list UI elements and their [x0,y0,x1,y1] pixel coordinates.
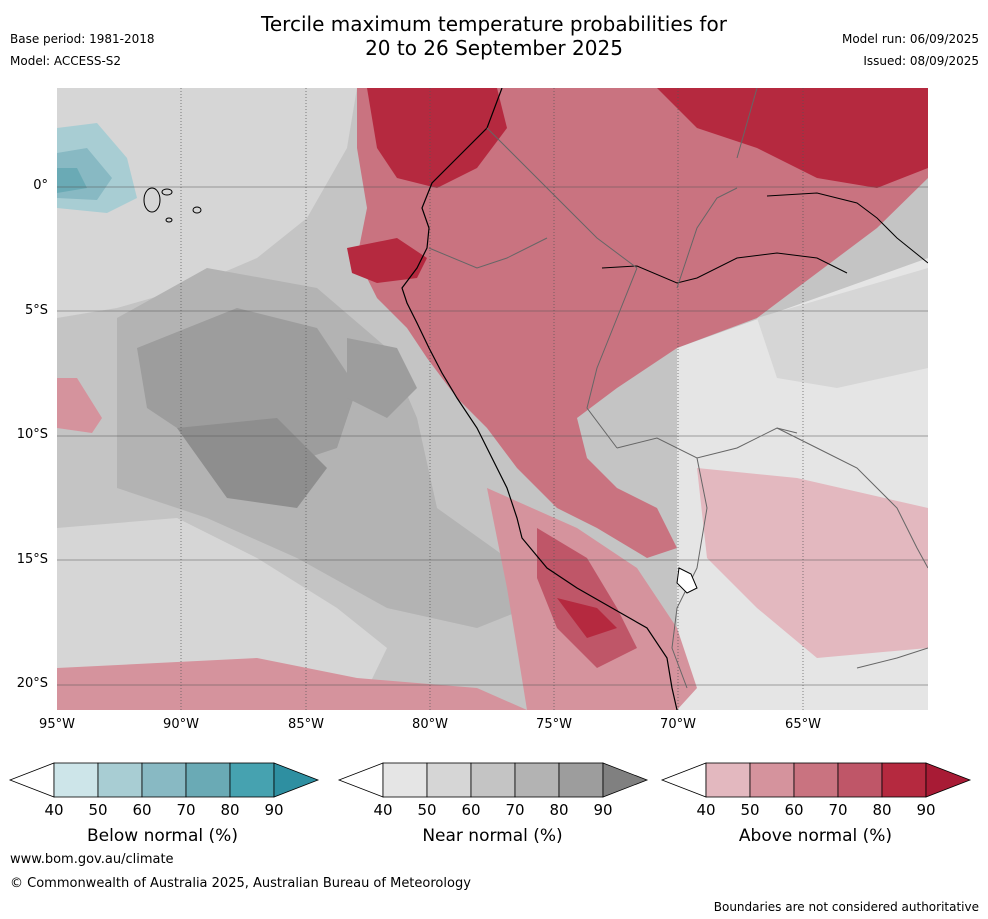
above-tick-70: 70 [828,801,848,819]
near-tick-80: 80 [549,801,569,819]
above-box-4 [881,762,927,798]
below-box-3 [185,762,231,798]
above-tick-40: 40 [696,801,716,819]
above-normal-west-patch [57,378,102,433]
title-line-1: Tercile maximum temperature probabilitie… [261,12,727,36]
near-normal-80-region-b [177,418,327,508]
meta-left: Base period: 1981-2018 Model: ACCESS-S2 [10,28,155,72]
meta-right: Model run: 06/09/2025 Issued: 08/09/2025 [842,28,979,72]
amazon-river [766,192,928,264]
lon-label-75w: 75°W [536,717,572,732]
above-normal-80-coast [557,598,617,638]
above-normal-80-north-coast [367,88,507,188]
footer-url[interactable]: www.bom.gov.au/climate [10,852,174,867]
map-title: Tercile maximum temperature probabilitie… [0,12,988,60]
above-tick-50: 50 [740,801,760,819]
above-tick-80: 80 [872,801,892,819]
lon-label-85w: 85°W [288,717,324,732]
model-name: Model: ACCESS-S2 [10,54,122,68]
title-line-2: 20 to 26 September 2025 [365,36,623,60]
above-box-1 [749,762,795,798]
near-tick-50: 50 [417,801,437,819]
above-normal-70-coast [537,528,637,668]
near-normal-50-region-north [57,88,357,318]
below-box-1 [97,762,143,798]
near-low-triangle [337,762,384,798]
above-normal-60-region [357,88,928,558]
below-box-4 [229,762,275,798]
near-box-0 [382,762,428,798]
galapagos-islands [143,187,202,223]
below-tick-40: 40 [44,801,64,819]
map-svg [57,88,928,710]
river-branch [601,252,848,284]
lon-label-70w: 70°W [660,717,696,732]
below-tick-50: 50 [88,801,108,819]
lon-label-65w: 65°W [785,717,821,732]
below-tick-90: 90 [264,801,284,819]
below-box-0 [53,762,99,798]
above-high-triangle [925,762,972,798]
lat-label-10s: 10°S [16,427,48,442]
below-tick-60: 60 [132,801,152,819]
below-tick-70: 70 [176,801,196,819]
above-normal-40-land-south [697,468,928,658]
near-tick-60: 60 [461,801,481,819]
base-period: Base period: 1981-2018 [10,32,155,46]
above-box-2 [793,762,839,798]
near-box-4 [558,762,604,798]
near-normal-80-region-c [347,338,417,418]
above-normal-label: Above normal (%) [738,826,893,846]
lon-label-80w: 80°W [412,717,448,732]
above-box-0 [705,762,751,798]
lake-titicaca [676,567,698,594]
below-normal-label: Below normal (%) [87,826,238,846]
near-tick-90: 90 [593,801,613,819]
lon-label-90w: 90°W [163,717,199,732]
below-box-2 [141,762,187,798]
below-tick-80: 80 [220,801,240,819]
near-normal-50-land [757,268,928,388]
lat-label-15s: 15°S [16,552,48,567]
coastline [401,88,678,710]
above-normal-80-gulf [347,238,427,283]
near-box-1 [426,762,472,798]
colorbars [8,762,972,798]
near-box-3 [514,762,560,798]
probability-map[interactable] [57,88,928,710]
below-low-triangle [8,762,55,798]
footer-disclaimer: Boundaries are not considered authoritat… [713,900,979,914]
latitude-lines [57,186,928,686]
colorbar-below [8,762,320,798]
lon-label-95w: 95°W [39,717,75,732]
near-tick-40: 40 [373,801,393,819]
near-tick-70: 70 [505,801,525,819]
above-tick-60: 60 [784,801,804,819]
near-high-triangle [602,762,649,798]
colorbar-near [337,762,649,798]
lat-label-20s: 20°S [16,676,48,691]
above-normal-50-south [57,658,527,710]
above-normal-80-northeast [657,88,928,188]
issued-date: Issued: 08/09/2025 [863,54,979,68]
near-normal-50-region-south [57,518,387,710]
above-box-3 [837,762,883,798]
footer-copyright: © Commonwealth of Australia 2025, Austra… [10,876,471,891]
below-high-triangle [273,762,320,798]
lat-label-0: 0° [33,178,48,193]
near-box-2 [470,762,516,798]
near-normal-label: Near normal (%) [422,826,563,846]
model-run: Model run: 06/09/2025 [841,32,979,46]
above-tick-90: 90 [916,801,936,819]
colorbar-above [660,762,972,798]
above-low-triangle [660,762,707,798]
lat-label-5s: 5°S [24,303,48,318]
